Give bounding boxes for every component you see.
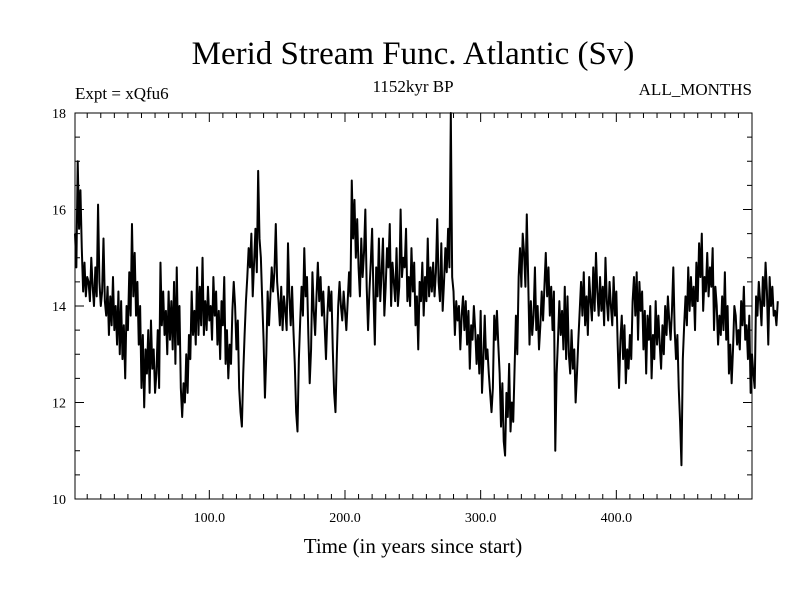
x-tick-label: 200.0 (329, 511, 361, 526)
tick-layer: 100.0 200.0 300.0 400.0 10 12 14 16 18 (52, 107, 753, 526)
y-tick-label: 12 (52, 397, 66, 412)
period-label: 1152kyr BP (372, 77, 453, 96)
months-label: ALL_MONTHS (639, 80, 752, 99)
x-tick-label: 400.0 (601, 511, 633, 526)
series-line-0 (74, 112, 779, 467)
y-tick-label: 18 (52, 107, 66, 122)
data-layer (74, 112, 779, 467)
experiment-label: Expt = xQfu6 (75, 84, 169, 103)
plot-frame (74, 112, 753, 500)
chart-title: Merid Stream Func. Atlantic (Sv) (192, 36, 635, 72)
x-tick-label: 100.0 (194, 511, 226, 526)
y-tick-label: 16 (52, 204, 66, 219)
y-tick-label: 14 (52, 300, 66, 315)
x-tick-label: 300.0 (465, 511, 497, 526)
x-axis-label: Time (in years since start) (304, 534, 523, 558)
y-tick-label: 10 (52, 493, 66, 508)
